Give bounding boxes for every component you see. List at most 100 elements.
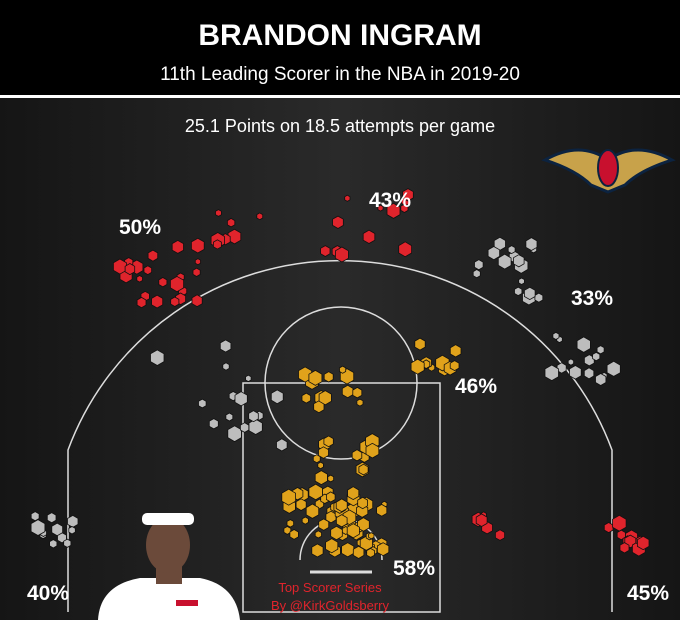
shot-hex bbox=[576, 336, 591, 353]
shot-hex bbox=[151, 294, 164, 309]
shot-hex bbox=[248, 418, 263, 435]
shot-hex bbox=[198, 398, 207, 409]
shot-hex bbox=[314, 530, 322, 539]
shot-hex bbox=[30, 519, 46, 536]
shot-hex bbox=[245, 374, 252, 383]
shot-hex bbox=[150, 349, 165, 366]
shot-hex bbox=[339, 365, 347, 374]
shot-hex bbox=[283, 526, 292, 535]
shot-hex bbox=[595, 373, 607, 386]
shot-hex bbox=[325, 491, 336, 503]
shot-hex bbox=[227, 425, 242, 443]
shot-hex bbox=[356, 398, 364, 407]
shot-hex bbox=[124, 263, 136, 276]
shot-hex bbox=[341, 542, 355, 558]
shot-hex bbox=[192, 267, 201, 277]
shot-hex bbox=[365, 442, 380, 459]
shot-hex bbox=[323, 435, 334, 448]
shot-hex bbox=[518, 277, 525, 285]
shot-hex bbox=[616, 529, 626, 541]
subtitle: 11th Leading Scorer in the NBA in 2019-2… bbox=[160, 64, 520, 85]
shot-hex bbox=[494, 529, 506, 541]
shot-hex bbox=[487, 246, 501, 261]
shot-hex bbox=[327, 474, 335, 483]
shot-hex bbox=[335, 498, 348, 513]
credit-series: Top Scorer Series bbox=[278, 580, 382, 595]
shot-hex bbox=[171, 239, 184, 254]
zone-label: 45% bbox=[627, 582, 669, 605]
shot-hex bbox=[67, 514, 79, 528]
shot-hex bbox=[222, 362, 230, 371]
shot-hex bbox=[334, 246, 349, 263]
shot-hex bbox=[276, 438, 288, 452]
shot-hex bbox=[281, 488, 297, 506]
header-band bbox=[0, 0, 680, 95]
shot-hex bbox=[215, 209, 222, 217]
zone-label: 43% bbox=[369, 189, 411, 212]
shot-hex bbox=[227, 228, 242, 245]
zone-label: 46% bbox=[455, 375, 497, 398]
shot-hex bbox=[525, 237, 538, 251]
shot-hex bbox=[567, 358, 574, 366]
shot-hex bbox=[332, 215, 344, 229]
shot-hex bbox=[301, 516, 309, 525]
shot-hex bbox=[330, 525, 343, 541]
zone-label: 50% bbox=[119, 216, 161, 239]
shot-hex bbox=[362, 229, 376, 244]
shot-hex bbox=[449, 344, 462, 358]
shot-hex bbox=[507, 245, 516, 255]
shot-hex bbox=[402, 188, 414, 202]
shot-hex bbox=[320, 245, 331, 257]
shot-hex bbox=[194, 258, 201, 266]
shot-hex bbox=[596, 345, 605, 355]
shot-hex bbox=[347, 486, 360, 501]
shot-hex bbox=[225, 412, 234, 422]
shot-hex bbox=[544, 364, 559, 382]
shot-hex bbox=[398, 241, 413, 258]
shot-hex bbox=[497, 253, 512, 270]
shot-hex bbox=[358, 463, 369, 476]
stat-line: 25.1 Points on 18.5 attempts per game bbox=[185, 116, 495, 136]
shot-hex bbox=[51, 522, 63, 537]
shot-hex bbox=[248, 410, 259, 423]
shot-hex bbox=[318, 446, 329, 459]
shot-hex bbox=[386, 202, 401, 219]
shot-hex bbox=[325, 538, 339, 554]
title: BRANDON INGRAM bbox=[198, 19, 481, 52]
shot-hex bbox=[619, 542, 630, 554]
shot-hex bbox=[552, 331, 560, 340]
shot-hex bbox=[170, 296, 180, 307]
shot-hex bbox=[377, 204, 384, 212]
paint bbox=[242, 382, 441, 613]
shot-hex bbox=[46, 512, 57, 524]
shot-hex bbox=[169, 275, 185, 293]
shot-hex bbox=[449, 360, 460, 372]
shot-hex bbox=[357, 517, 370, 532]
shot-hex bbox=[49, 539, 58, 549]
shot-hex bbox=[190, 237, 205, 254]
shot-hex bbox=[298, 366, 313, 383]
shot-hex bbox=[318, 390, 332, 406]
shot-hex bbox=[344, 194, 351, 202]
shot-hex bbox=[514, 286, 523, 297]
shot-hex bbox=[366, 547, 375, 558]
shot-hex bbox=[295, 498, 307, 511]
shot-hex bbox=[68, 526, 76, 535]
zone-label: 40% bbox=[27, 582, 69, 605]
shot-hex bbox=[368, 532, 375, 540]
shot-hex bbox=[30, 511, 40, 522]
shot-hex bbox=[143, 265, 153, 276]
team-logo bbox=[541, 148, 676, 194]
shot-hex bbox=[317, 461, 324, 470]
shot-hex bbox=[314, 470, 328, 486]
shot-hex bbox=[308, 369, 323, 386]
shot-hex bbox=[335, 514, 348, 528]
shot-hex bbox=[270, 389, 284, 405]
shot-hex bbox=[136, 296, 147, 309]
shot-hex bbox=[376, 503, 388, 517]
shot-hex bbox=[239, 422, 250, 433]
zone-label: 33% bbox=[571, 287, 613, 310]
shot-hex bbox=[311, 543, 324, 558]
shot-hex bbox=[603, 522, 614, 534]
shot-hex bbox=[147, 249, 159, 262]
